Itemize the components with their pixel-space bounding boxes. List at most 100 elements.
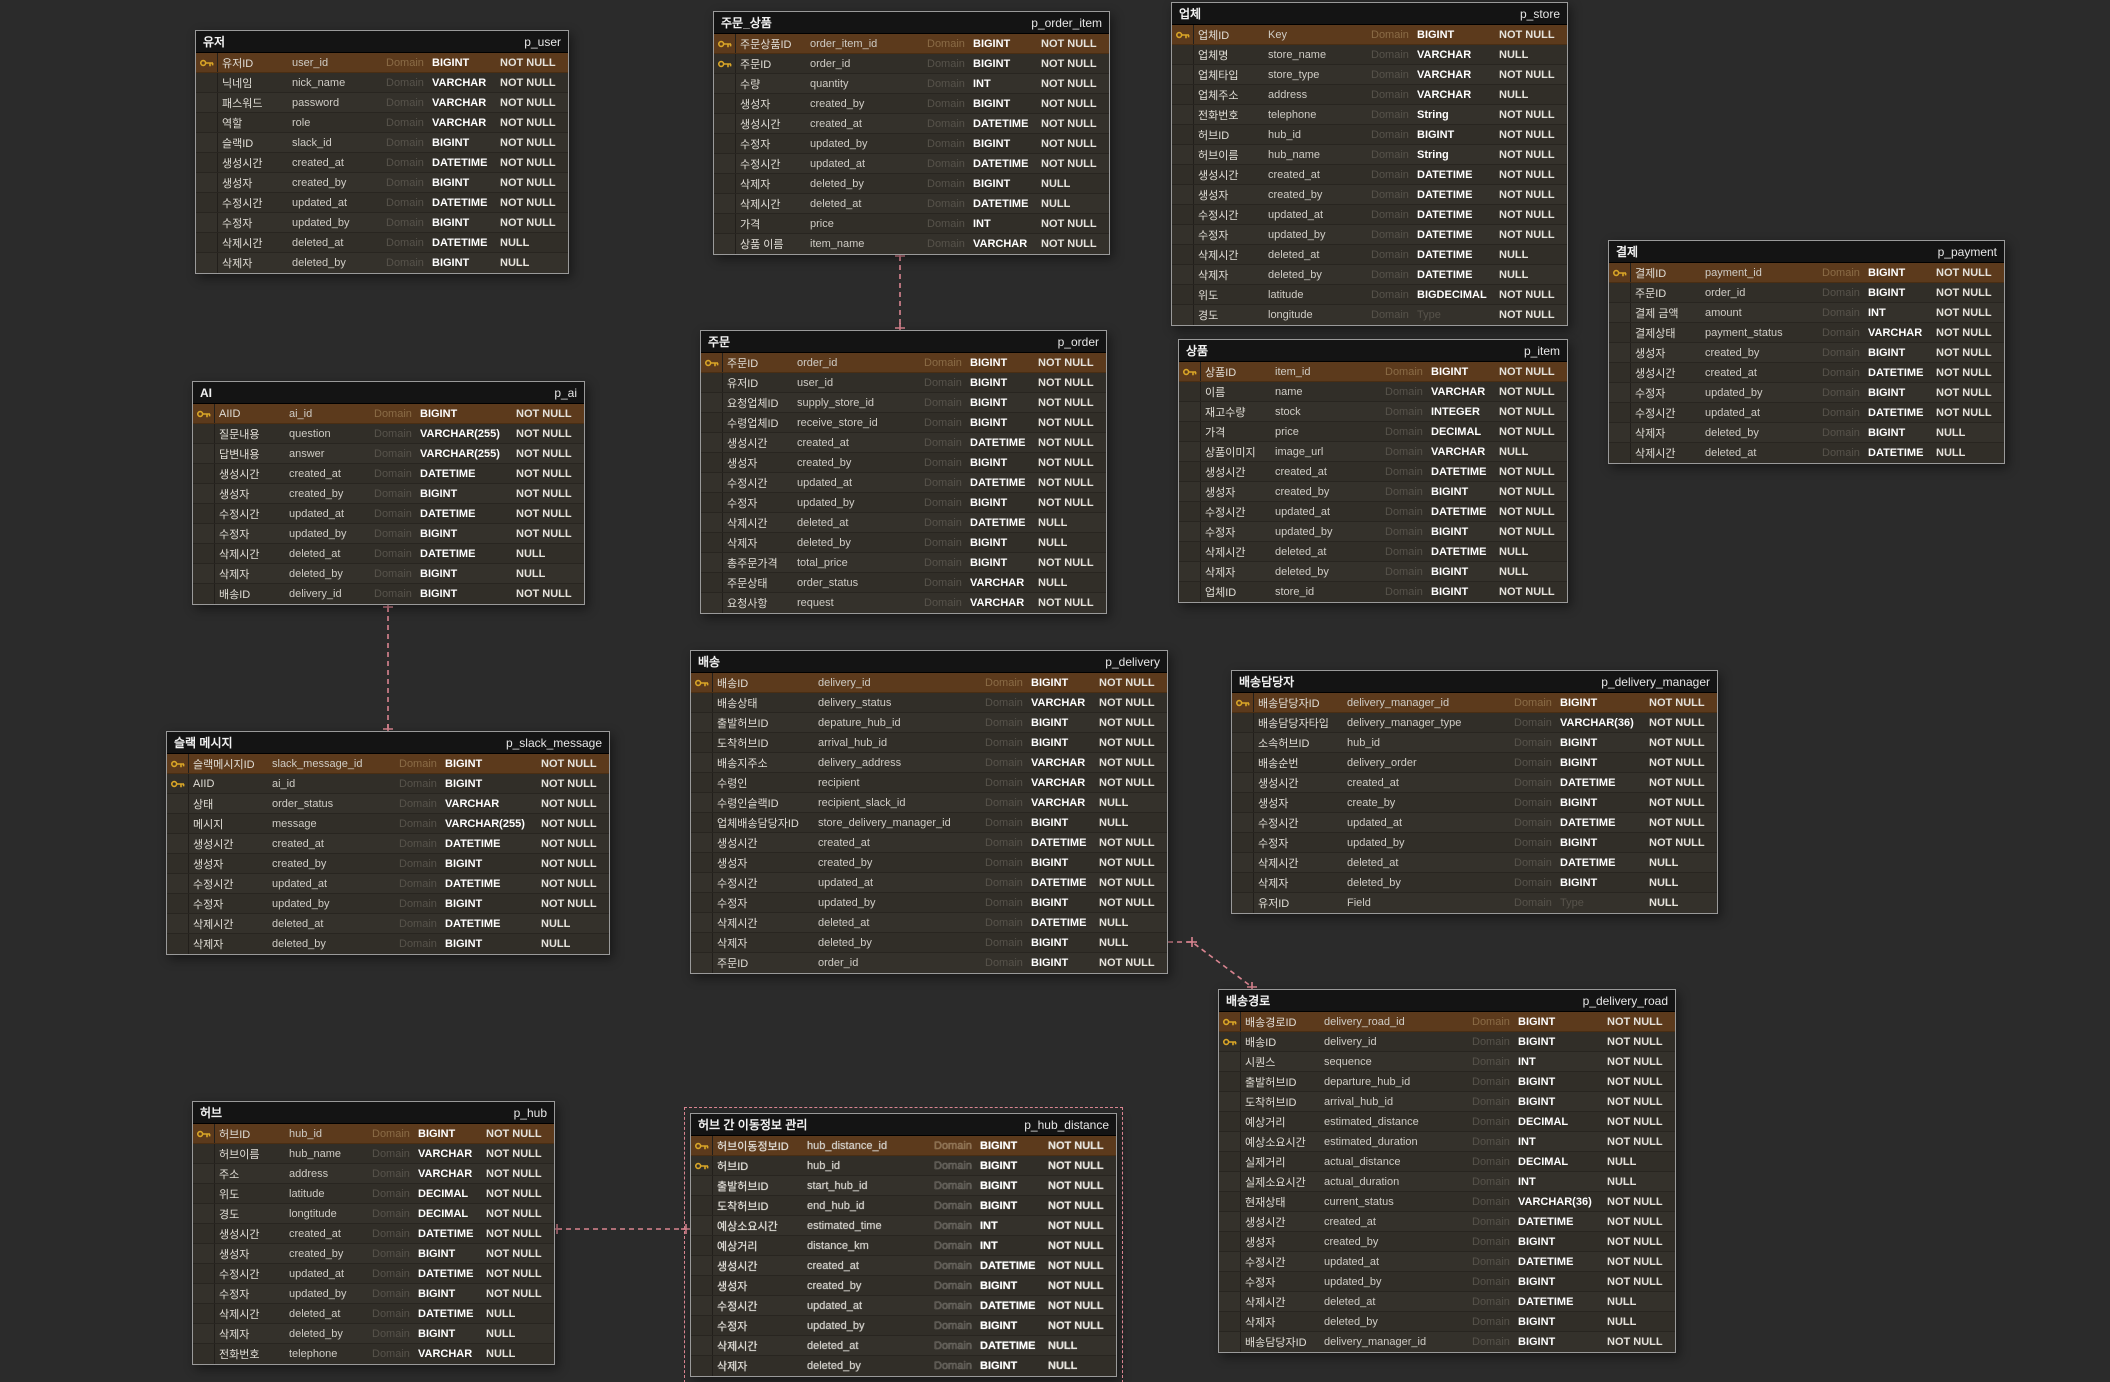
column-row-store_name[interactable]: 업체명 store_name Domain VARCHAR NULL <box>1172 45 1567 65</box>
column-row-deleted_at[interactable]: 삭제시간 deleted_at Domain DATETIME NULL <box>1172 245 1567 265</box>
column-row-user_id[interactable]: 유저ID user_id Domain BIGINT NOT NULL <box>196 53 568 73</box>
column-row-updated_by[interactable]: 수정자 updated_by Domain BIGINT NOT NULL <box>193 524 584 544</box>
column-row-deleted_at[interactable]: 삭제시간 deleted_at Domain DATETIME NULL <box>1232 853 1717 873</box>
column-row-actual_duration[interactable]: 실제소요시간 actual_duration Domain INT NULL <box>1219 1172 1675 1192</box>
column-row-item_id[interactable]: 상품ID item_id Domain BIGINT NOT NULL <box>1179 362 1567 382</box>
column-row-updated_by[interactable]: 수정자 updated_by Domain BIGINT NOT NULL <box>196 213 568 233</box>
column-row-estimated_time[interactable]: 예상소요시간 estimated_time Domain INT NOT NULL <box>691 1216 1116 1236</box>
column-row-delivery_id[interactable]: 배송ID delivery_id Domain BIGINT NOT NULL <box>193 584 584 604</box>
column-row-deleted_by[interactable]: 삭제자 deleted_by Domain BIGINT NULL <box>1232 873 1717 893</box>
column-row-updated_by[interactable]: 수정자 updated_by Domain BIGINT NOT NULL <box>714 134 1109 154</box>
table-header[interactable]: 허브 간 이동정보 관리 p_hub_distance <box>691 1114 1116 1136</box>
erd-table-p_delivery[interactable]: 배송 p_delivery 배송ID delivery_id Domain BIGINT N… <box>690 650 1168 974</box>
column-row-payment_status[interactable]: 결제상태 payment_status Domain VARCHAR NOT NULL <box>1609 323 2004 343</box>
column-row-slack_message_id[interactable]: 슬랙메시지ID slack_message_id Domain BIGINT NOT N… <box>167 754 609 774</box>
column-row-created_by[interactable]: 생성자 created_by Domain BIGINT NOT NULL <box>1219 1232 1675 1252</box>
table-header[interactable]: 유저 p_user <box>196 31 568 53</box>
column-row-actual_distance[interactable]: 실제거리 actual_distance Domain DECIMAL NULL <box>1219 1152 1675 1172</box>
column-row-created_at[interactable]: 생성시간 created_at Domain DATETIME NOT NULL <box>1609 363 2004 383</box>
column-row-deleted_at[interactable]: 삭제시간 deleted_at Domain DATETIME NULL <box>1609 443 2004 463</box>
column-row-price[interactable]: 가격 price Domain INT NOT NULL <box>714 214 1109 234</box>
column-row-updated_at[interactable]: 수정시간 updated_at Domain DATETIME NOT NULL <box>193 504 584 524</box>
column-row-created_at[interactable]: 생성시간 created_at Domain DATETIME NOT NULL <box>1219 1212 1675 1232</box>
column-row-stock[interactable]: 재고수량 stock Domain INTEGER NOT NULL <box>1179 402 1567 422</box>
column-row-deleted_by[interactable]: 삭제자 deleted_by Domain BIGINT NULL <box>1609 423 2004 443</box>
column-row-estimated_distance[interactable]: 예상거리 estimated_distance Domain DECIMAL NOT N… <box>1219 1112 1675 1132</box>
column-row-nick_name[interactable]: 닉네임 nick_name Domain VARCHAR NOT NULL <box>196 73 568 93</box>
column-row-hub_id[interactable]: 소속허브ID hub_id Domain BIGINT NOT NULL <box>1232 733 1717 753</box>
column-row-created_by[interactable]: 생성자 created_by Domain BIGINT NOT NULL <box>701 453 1106 473</box>
column-row-updated_by[interactable]: 수정자 updated_by Domain BIGINT NOT NULL <box>1219 1272 1675 1292</box>
column-row-deleted_by[interactable]: 삭제자 deleted_by Domain DATETIME NULL <box>1172 265 1567 285</box>
column-row-order_id[interactable]: 주문ID order_id Domain BIGINT NOT NULL <box>691 953 1167 973</box>
column-row-updated_by[interactable]: 수정자 updated_by Domain DATETIME NOT NULL <box>1172 225 1567 245</box>
column-row-deleted_by[interactable]: 삭제자 deleted_by Domain BIGINT NULL <box>714 174 1109 194</box>
column-row-hub_id[interactable]: 허브ID hub_id Domain BIGINT NOT NULL <box>1172 125 1567 145</box>
column-row-deleted_by[interactable]: 삭제자 deleted_by Domain BIGINT NULL <box>691 933 1167 953</box>
erd-table-p_delivery_manager[interactable]: 배송담당자 p_delivery_manager 배송담당자ID delivery_m… <box>1231 670 1718 914</box>
column-row-delivery_manager_id[interactable]: 배송담당자ID delivery_manager_id Domain BIGINT NO… <box>1232 693 1717 713</box>
erd-table-p_user[interactable]: 유저 p_user 유저ID user_id Domain BIGINT NOT NULL 닉… <box>195 30 569 274</box>
column-row-order_status[interactable]: 주문상태 order_status Domain VARCHAR NULL <box>701 573 1106 593</box>
erd-table-p_item[interactable]: 상품 p_item 상품ID item_id Domain BIGINT NOT NULL 이… <box>1178 339 1568 603</box>
column-row-updated_at[interactable]: 수정시간 updated_at Domain DATETIME NOT NULL <box>1172 205 1567 225</box>
erd-table-p_hub[interactable]: 허브 p_hub 허브ID hub_id Domain BIGINT NOT NULL 허브이… <box>192 1101 555 1365</box>
column-row-created_at[interactable]: 생성시간 created_at Domain DATETIME NOT NULL <box>196 153 568 173</box>
column-row-updated_by[interactable]: 수정자 updated_by Domain BIGINT NOT NULL <box>1232 833 1717 853</box>
column-row-deleted_at[interactable]: 삭제시간 deleted_at Domain DATETIME NULL <box>1219 1292 1675 1312</box>
column-row-deleted_at[interactable]: 삭제시간 deleted_at Domain DATETIME NULL <box>714 194 1109 214</box>
column-row-arrival_hub_id[interactable]: 도착허브ID arrival_hub_id Domain BIGINT NOT NULL <box>691 733 1167 753</box>
column-row-answer[interactable]: 답변내용 answer Domain VARCHAR(255) NOT NULL <box>193 444 584 464</box>
column-row-question[interactable]: 질문내용 question Domain VARCHAR(255) NOT NULL <box>193 424 584 444</box>
column-row-hub_name[interactable]: 허브이름 hub_name Domain String NOT NULL <box>1172 145 1567 165</box>
column-row-updated_by[interactable]: 수정자 updated_by Domain BIGINT NOT NULL <box>691 1316 1116 1336</box>
column-row-payment_id[interactable]: 결제ID payment_id Domain BIGINT NOT NULL <box>1609 263 2004 283</box>
column-row-telephone[interactable]: 전화번호 telephone Domain VARCHAR NULL <box>193 1344 554 1364</box>
column-row-order_id[interactable]: 주문ID order_id Domain BIGINT NOT NULL <box>701 353 1106 373</box>
column-row-created_by[interactable]: 생성자 created_by Domain BIGINT NOT NULL <box>196 173 568 193</box>
column-row-depature_hub_id[interactable]: 출발허브ID depature_hub_id Domain BIGINT NOT NUL… <box>691 713 1167 733</box>
table-header[interactable]: 결제 p_payment <box>1609 241 2004 263</box>
column-row-updated_by[interactable]: 수정자 updated_by Domain BIGINT NOT NULL <box>691 893 1167 913</box>
column-row-recipient_slack_id[interactable]: 수령인슬랙ID recipient_slack_id Domain VARCHAR NU… <box>691 793 1167 813</box>
column-row-deleted_by[interactable]: 삭제자 deleted_by Domain BIGINT NULL <box>193 1324 554 1344</box>
column-row-updated_at[interactable]: 수정시간 updated_at Domain DATETIME NOT NULL <box>193 1264 554 1284</box>
column-row-request[interactable]: 요청사항 request Domain VARCHAR NOT NULL <box>701 593 1106 613</box>
column-row-address[interactable]: 주소 address Domain VARCHAR NOT NULL <box>193 1164 554 1184</box>
column-row-store_delivery_manager_id[interactable]: 업체배송담당자ID store_delivery_manager_id Domain… <box>691 813 1167 833</box>
column-row-created_by[interactable]: 생성자 created_by Domain BIGINT NOT NULL <box>193 484 584 504</box>
erd-table-p_order_item[interactable]: 주문_상품 p_order_item 주문상품ID order_item_id Doma… <box>713 11 1110 255</box>
column-row-created_by[interactable]: 생성자 created_by Domain BIGINT NOT NULL <box>1179 482 1567 502</box>
column-row-hub_id[interactable]: 허브ID hub_id Domain BIGINT NOT NULL <box>691 1156 1116 1176</box>
erd-table-p_ai[interactable]: AI p_ai AIID ai_id Domain BIGINT NOT NULL 질문내용 q… <box>192 381 585 605</box>
column-row-name[interactable]: 이름 name Domain VARCHAR NOT NULL <box>1179 382 1567 402</box>
column-row-receive_store_id[interactable]: 수령업체ID receive_store_id Domain BIGINT NOT NU… <box>701 413 1106 433</box>
column-row-deleted_by[interactable]: 삭제자 deleted_by Domain BIGINT NULL <box>1179 562 1567 582</box>
column-row-deleted_at[interactable]: 삭제시간 deleted_at Domain DATETIME NULL <box>691 913 1167 933</box>
column-row-hub_distance_id[interactable]: 허브이동정보ID hub_distance_id Domain BIGINT NOT N… <box>691 1136 1116 1156</box>
column-row-hub_id[interactable]: 허브ID hub_id Domain BIGINT NOT NULL <box>193 1124 554 1144</box>
column-row-created_by[interactable]: 생성자 created_by Domain BIGINT NOT NULL <box>167 854 609 874</box>
column-row-store_id[interactable]: 업체ID store_id Domain BIGINT NOT NULL <box>1179 582 1567 602</box>
column-row-price[interactable]: 가격 price Domain DECIMAL NOT NULL <box>1179 422 1567 442</box>
column-row-deleted_by[interactable]: 삭제자 deleted_by Domain BIGINT NULL <box>691 1356 1116 1376</box>
column-row-distance_km[interactable]: 예상거리 distance_km Domain INT NOT NULL <box>691 1236 1116 1256</box>
column-row-deleted_at[interactable]: 삭제시간 deleted_at Domain DATETIME NULL <box>193 1304 554 1324</box>
column-row-latitude[interactable]: 위도 latitude Domain BIGDECIMAL NOT NULL <box>1172 285 1567 305</box>
column-row-created_at[interactable]: 생성시간 created_at Domain DATETIME NOT NULL <box>193 464 584 484</box>
table-header[interactable]: 배송경로 p_delivery_road <box>1219 990 1675 1012</box>
column-row-latitude[interactable]: 위도 latitude Domain DECIMAL NOT NULL <box>193 1184 554 1204</box>
column-row-hub_name[interactable]: 허브이름 hub_name Domain VARCHAR NOT NULL <box>193 1144 554 1164</box>
column-row-delivery_address[interactable]: 배송지주소 delivery_address Domain VARCHAR NOT NU… <box>691 753 1167 773</box>
table-header[interactable]: 배송 p_delivery <box>691 651 1167 673</box>
column-row-updated_at[interactable]: 수정시간 updated_at Domain DATETIME NOT NULL <box>691 873 1167 893</box>
column-row-total_price[interactable]: 총주문가격 total_price Domain BIGINT NOT NULL <box>701 553 1106 573</box>
column-row-updated_at[interactable]: 수정시간 updated_at Domain DATETIME NOT NULL <box>714 154 1109 174</box>
column-row-order_status[interactable]: 상태 order_status Domain VARCHAR NOT NULL <box>167 794 609 814</box>
relation-delivery-to-delivery_road[interactable] <box>1168 941 1253 988</box>
column-row-current_status[interactable]: 현재상태 current_status Domain VARCHAR(36) NOT N… <box>1219 1192 1675 1212</box>
column-row-telephone[interactable]: 전화번호 telephone Domain String NOT NULL <box>1172 105 1567 125</box>
column-row-delivery_id[interactable]: 배송ID delivery_id Domain BIGINT NOT NULL <box>1219 1032 1675 1052</box>
table-header[interactable]: 상품 p_item <box>1179 340 1567 362</box>
table-header[interactable]: 주문 p_order <box>701 331 1106 353</box>
